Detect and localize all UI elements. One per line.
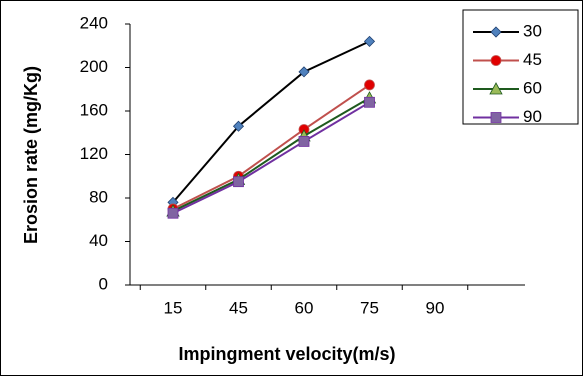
y-tick-label: 120 [80,144,108,163]
marker [298,66,310,78]
legend-marker [490,26,502,38]
legend-label: 45 [523,50,542,69]
legend-label: 60 [523,78,542,97]
y-tick-label: 200 [80,57,108,76]
x-tick-label: 45 [229,298,248,317]
marker [232,120,245,132]
marker [363,35,376,47]
series-line [172,84,371,210]
x-tick-label: 15 [164,298,183,317]
series-line [172,40,370,204]
legend-label: 30 [523,21,542,40]
x-tick-label: 75 [360,298,379,317]
legend-box [462,9,579,125]
marker [167,207,179,219]
y-tick-label: 240 [80,13,108,32]
legend-marker [490,55,502,66]
legend-marker [490,112,502,123]
legend: 30 45 60 90 [462,9,579,126]
legend-label: 90 [523,107,542,126]
y-tick-label: 160 [80,100,108,119]
series-line [172,101,371,215]
y-tick-label: 80 [89,187,108,206]
y-tick-label: 0 [99,274,108,293]
marker [364,96,375,108]
marker [233,176,244,188]
y-axis-title: Erosion rate (mg/Kg) [21,66,41,244]
x-tick-label: 60 [295,298,314,317]
marker [298,136,310,147]
series-line [172,97,371,212]
legend-marker [489,82,503,95]
x-axis-title: Impingment velocity(m/s) [178,344,395,364]
marker [364,79,375,91]
x-tick-label: 90 [426,298,445,317]
y-tick-label: 40 [89,231,108,250]
